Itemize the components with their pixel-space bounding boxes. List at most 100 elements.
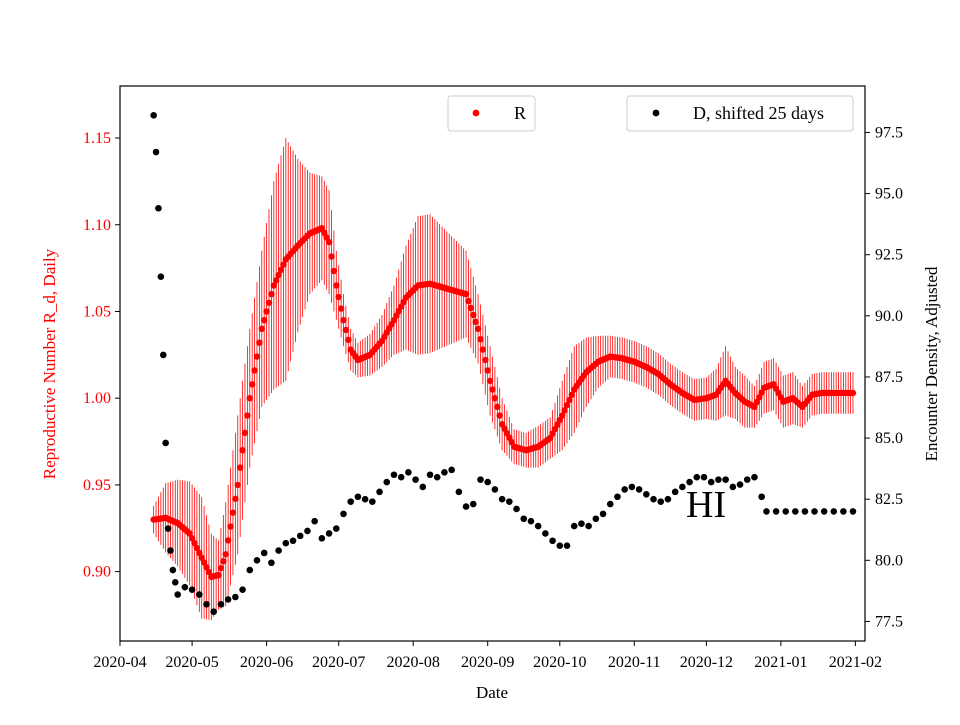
legend-d-box xyxy=(626,95,854,132)
d-point xyxy=(840,508,847,515)
d-point xyxy=(275,547,282,554)
d-point xyxy=(498,495,506,503)
r-point xyxy=(753,398,761,406)
d-point xyxy=(700,473,708,481)
d-point xyxy=(150,112,157,119)
y-left-tick-label: 1.00 xyxy=(83,390,111,407)
y-right-tick-label: 90.0 xyxy=(875,308,903,325)
d-point xyxy=(246,566,254,574)
d-point xyxy=(311,517,318,525)
d-point xyxy=(578,520,585,527)
r-point xyxy=(224,537,232,544)
x-tick-label: 2020-11 xyxy=(608,654,661,671)
d-point xyxy=(527,517,535,525)
r-point xyxy=(472,318,479,326)
r-point xyxy=(277,266,285,274)
d-point xyxy=(433,473,441,481)
r-point xyxy=(275,271,282,279)
d-point xyxy=(469,500,477,508)
d-point xyxy=(383,478,391,486)
d-point xyxy=(715,476,722,483)
d-point xyxy=(592,515,600,523)
d-point xyxy=(693,473,701,481)
x-tick-label: 2020-04 xyxy=(93,654,146,671)
d-point xyxy=(318,535,326,542)
r-point xyxy=(328,253,335,260)
r-point xyxy=(345,336,352,343)
r-point xyxy=(489,386,496,393)
r-point xyxy=(229,509,237,516)
r-point xyxy=(246,394,253,402)
d-point xyxy=(520,515,528,523)
r-point xyxy=(270,282,278,289)
d-point xyxy=(491,486,499,493)
d-point xyxy=(792,508,799,515)
d-point xyxy=(174,591,181,598)
y-right-tick-label: 92.5 xyxy=(875,247,903,264)
legend-d-marker xyxy=(652,109,660,117)
r-point xyxy=(479,346,487,353)
d-point xyxy=(268,559,275,567)
r-point xyxy=(849,389,857,397)
legend-d-label: D, shifted 25 days xyxy=(693,103,824,123)
d-point xyxy=(217,601,225,608)
y-right-tick-label: 82.5 xyxy=(875,491,903,508)
d-point xyxy=(164,525,172,532)
d-point xyxy=(412,476,419,483)
d-point xyxy=(585,522,592,530)
y-left-tick-label: 0.90 xyxy=(83,564,111,581)
r-point xyxy=(268,290,275,298)
d-point xyxy=(657,498,665,505)
y-right-tick-label: 85.0 xyxy=(875,430,903,447)
r-point xyxy=(253,353,261,360)
d-point xyxy=(289,537,297,545)
r-point xyxy=(751,403,758,411)
d-point xyxy=(196,591,203,598)
d-point xyxy=(751,473,758,481)
d-point xyxy=(534,522,542,530)
r-point xyxy=(335,293,342,301)
r-point xyxy=(220,558,227,565)
d-point xyxy=(210,608,218,615)
d-point xyxy=(830,508,838,515)
y-left-tick-label: 1.05 xyxy=(83,303,111,320)
d-series xyxy=(150,112,857,615)
d-point xyxy=(599,510,607,518)
d-point xyxy=(159,351,167,359)
d-point xyxy=(549,537,556,545)
d-point xyxy=(448,466,455,474)
d-point xyxy=(462,503,470,510)
x-tick-label: 2020-06 xyxy=(240,654,293,671)
d-point xyxy=(736,481,744,488)
x-tick-label: 2020-07 xyxy=(312,654,365,671)
r-point xyxy=(474,325,482,333)
d-point xyxy=(506,498,513,505)
d-point xyxy=(253,557,261,564)
r-point xyxy=(486,377,494,385)
d-point xyxy=(650,495,657,503)
x-axis-title: Date xyxy=(476,683,508,702)
d-point xyxy=(820,508,828,515)
x-tick-label: 2020-08 xyxy=(387,654,440,671)
r-point xyxy=(196,549,203,557)
d-point xyxy=(635,486,643,493)
d-point xyxy=(239,586,246,593)
d-point xyxy=(477,476,484,483)
d-point xyxy=(347,498,355,505)
y-right-tick-label: 77.5 xyxy=(875,613,903,630)
r-point xyxy=(205,568,213,576)
x-tick-label: 2020-05 xyxy=(165,654,218,671)
y-axis-right: 77.5 80.0 82.5 85.0 87.5 90.0 92.5 95.0 97.5 xyxy=(865,124,903,630)
x-tick-label: 2021-02 xyxy=(829,654,882,671)
r-point xyxy=(234,481,241,489)
r-point xyxy=(330,267,338,275)
d-point xyxy=(405,468,412,476)
d-point xyxy=(722,476,729,483)
legend-r-marker xyxy=(472,109,480,117)
d-point xyxy=(304,527,311,535)
r-point xyxy=(217,564,225,572)
r-point xyxy=(462,290,470,298)
y-axis-left-title: Reproductive Number R_d, Daily xyxy=(40,248,59,479)
d-point xyxy=(260,549,268,557)
